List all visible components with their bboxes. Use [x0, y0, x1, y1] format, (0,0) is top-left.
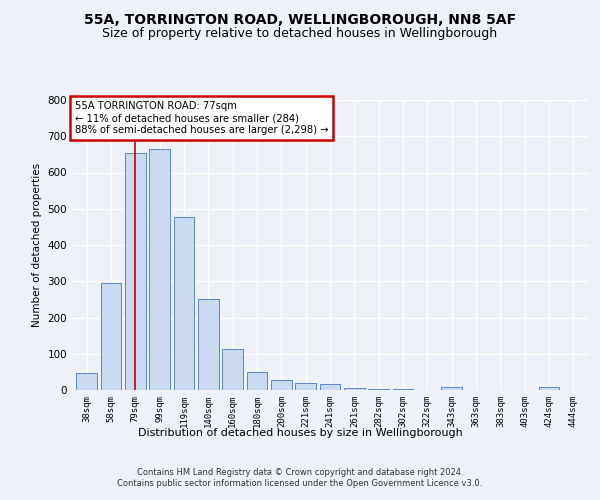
Bar	[344, 388, 365, 390]
Bar	[125, 152, 146, 390]
Bar	[271, 380, 292, 390]
Text: Contains HM Land Registry data © Crown copyright and database right 2024.
Contai: Contains HM Land Registry data © Crown c…	[118, 468, 482, 487]
Bar	[247, 372, 268, 390]
Text: Distribution of detached houses by size in Wellingborough: Distribution of detached houses by size …	[137, 428, 463, 438]
Bar	[198, 299, 218, 390]
Bar	[442, 387, 462, 390]
Bar	[295, 384, 316, 390]
Y-axis label: Number of detached properties: Number of detached properties	[32, 163, 42, 327]
Bar	[320, 384, 340, 390]
Text: 55A TORRINGTON ROAD: 77sqm
← 11% of detached houses are smaller (284)
88% of sem: 55A TORRINGTON ROAD: 77sqm ← 11% of deta…	[74, 102, 328, 134]
Bar	[392, 389, 413, 390]
Bar	[222, 350, 243, 390]
Bar	[76, 373, 97, 390]
Bar	[149, 149, 170, 390]
Bar	[173, 216, 194, 390]
Bar	[539, 387, 559, 390]
Text: Size of property relative to detached houses in Wellingborough: Size of property relative to detached ho…	[103, 28, 497, 40]
Text: 55A, TORRINGTON ROAD, WELLINGBOROUGH, NN8 5AF: 55A, TORRINGTON ROAD, WELLINGBOROUGH, NN…	[84, 12, 516, 26]
Bar	[101, 283, 121, 390]
